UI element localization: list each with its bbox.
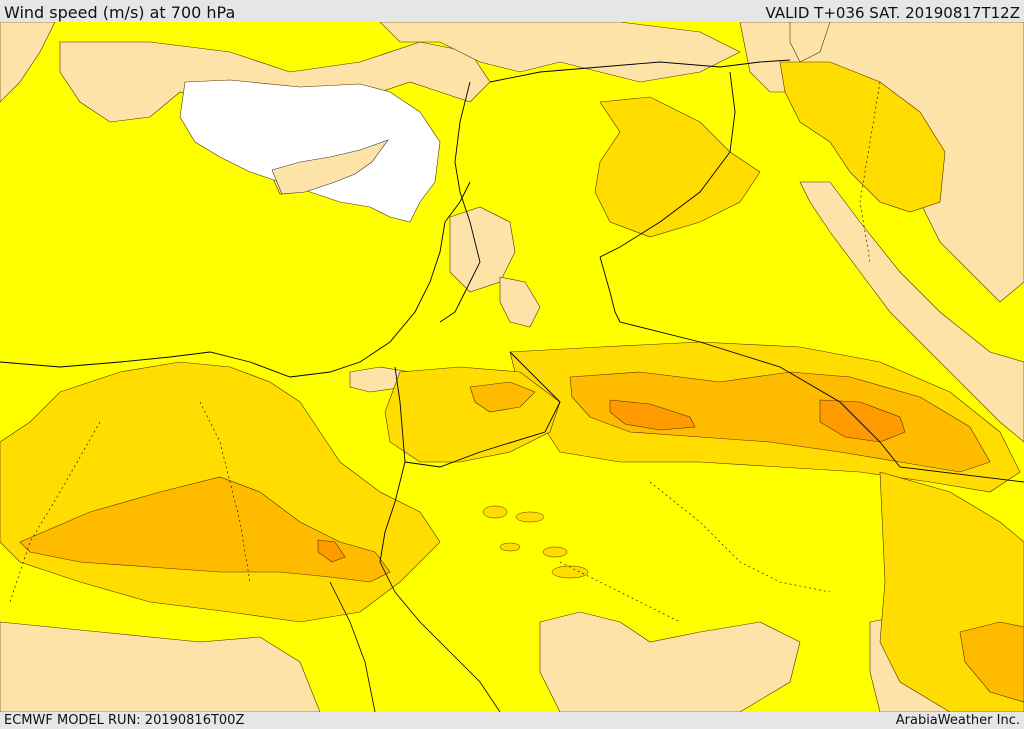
cyprus-island — [271, 139, 389, 195]
masked-sea — [179, 79, 441, 223]
internal-borders — [9, 81, 881, 623]
coastlines-red-sea — [329, 561, 501, 712]
scattered-patches — [482, 505, 589, 579]
valid-time: VALID T+036 SAT. 20190817T12Z — [765, 4, 1020, 22]
map-title: Wind speed (m/s) at 700 hPa — [4, 3, 236, 22]
wind-speed-map — [0, 22, 1024, 712]
credit-label: ArabiaWeather Inc. — [895, 713, 1020, 728]
footer-bar — [0, 712, 1024, 729]
strongest-wind-areas — [317, 399, 906, 563]
strong-wind-areas — [19, 371, 1024, 703]
model-run-label: ECMWF MODEL RUN: 20190816T00Z — [4, 713, 245, 728]
boundaries — [0, 59, 1024, 563]
title-bar — [0, 0, 1024, 22]
